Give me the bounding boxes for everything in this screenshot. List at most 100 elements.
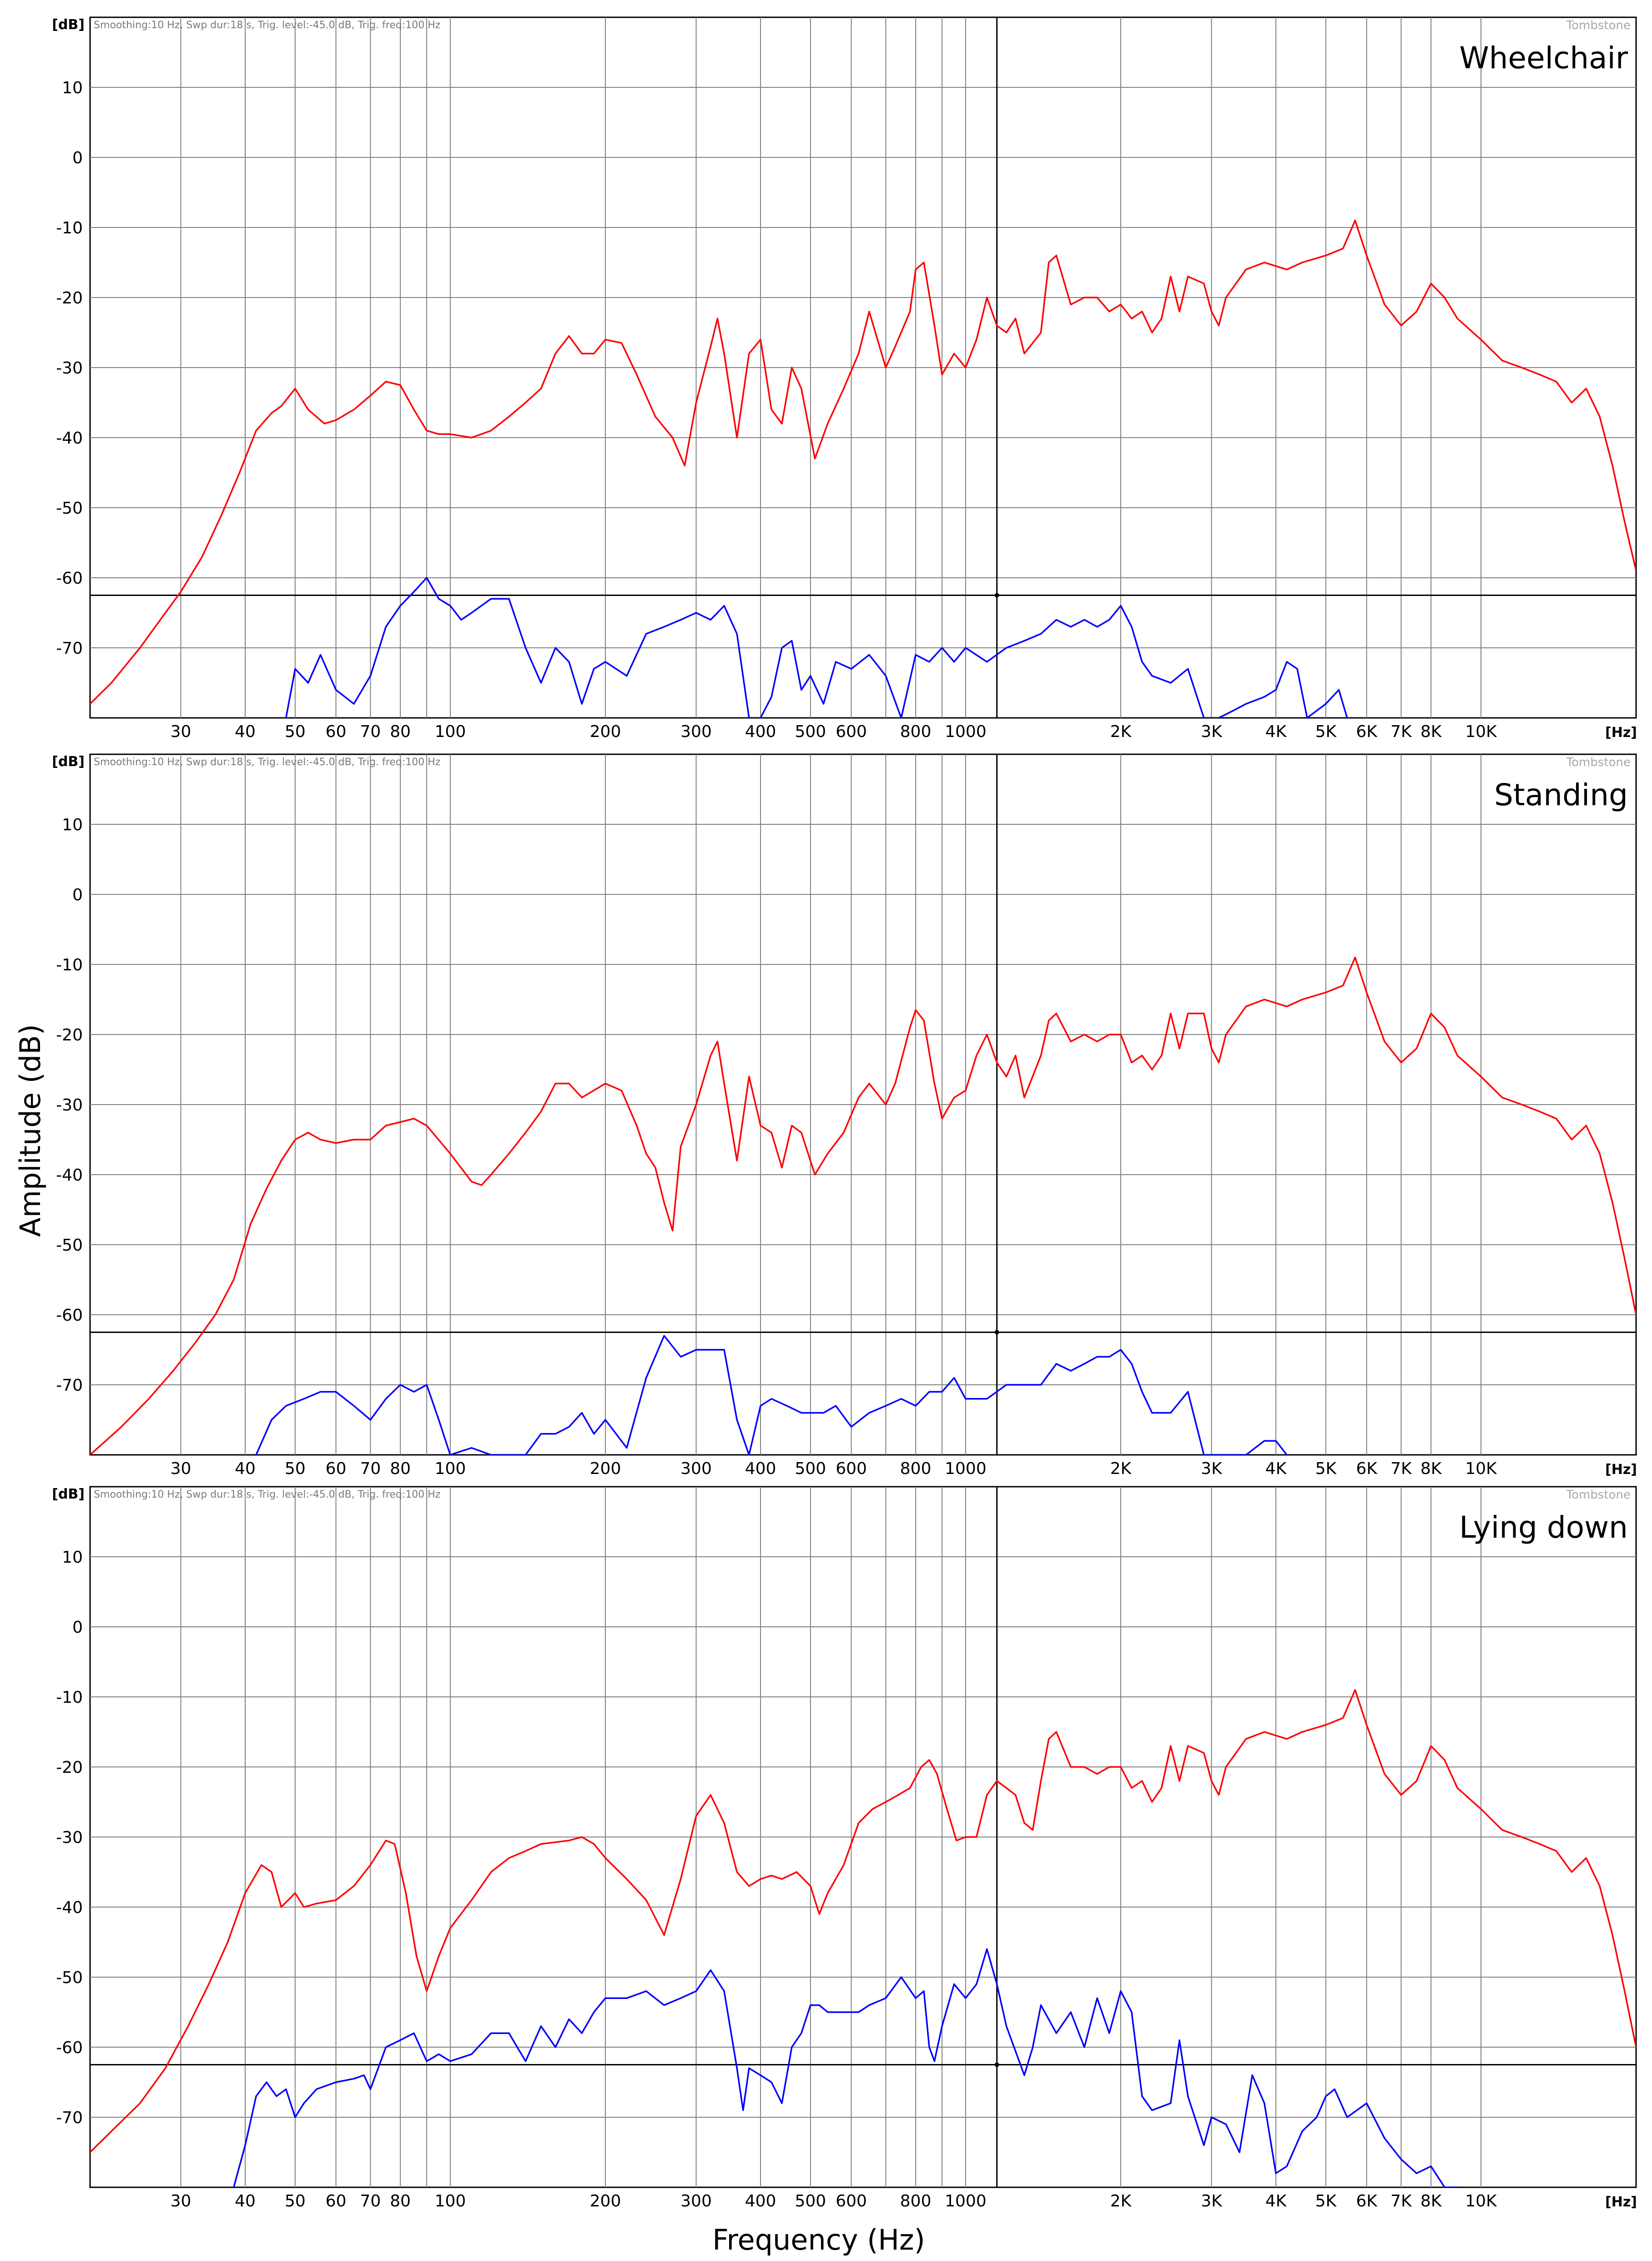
x-tick-label: 6K [1356,1459,1378,1478]
panel-title: Standing [1494,777,1628,813]
series-group [90,1689,1636,2187]
settings-info-text: Smoothing:10 Hz, Swp dur:18 s, Trig. lev… [94,757,440,768]
x-tick-label: 80 [390,1459,411,1478]
y-tick-label: -20 [56,1758,83,1777]
x-tick-label: 8K [1420,722,1442,741]
x-tick-label: 300 [680,722,712,741]
y-tick-label: -10 [56,1688,83,1707]
x-tick-label: 300 [680,1459,712,1478]
y-unit-label: [dB] [52,754,85,770]
y-tick-label: -60 [56,569,83,588]
red-series-line [90,219,1636,705]
y-tick-label: -70 [56,2109,83,2127]
y-unit-label: [dB] [52,17,85,33]
y-unit-label: [dB] [52,1486,85,1502]
x-tick-label: 7K [1390,722,1412,741]
x-tick-label: 100 [435,2192,466,2211]
y-tick-label: -20 [56,289,83,308]
x-tick-label: 30 [171,1459,191,1478]
y-tick-label: -20 [56,1026,83,1045]
x-tick-label: 600 [836,1459,867,1478]
y-tick-label: -60 [56,2039,83,2057]
x-tick-label: 10K [1465,722,1497,741]
y-tick-label: -50 [56,1968,83,1987]
x-tick-label: 7K [1390,1459,1412,1478]
x-tick-label: 100 [435,722,466,741]
x-tick-label: 40 [235,1459,256,1478]
y-tick-label: -30 [56,1828,83,1847]
x-tick-label: 80 [390,2192,411,2211]
x-tick-label: 70 [360,2192,381,2211]
x-tick-label: 60 [326,722,347,741]
cursor-marker [994,1330,999,1335]
x-unit-label: [Hz] [1605,2194,1637,2210]
x-tick-label: 40 [235,2192,256,2211]
cursor-marker [994,593,999,598]
x-tick-label: 8K [1420,1459,1442,1478]
x-tick-label: 1000 [945,2192,987,2211]
x-tick-label: 600 [836,722,867,741]
settings-info-text: Smoothing:10 Hz, Swp dur:18 s, Trig. lev… [94,20,440,31]
x-tick-label: 50 [285,2192,306,2211]
x-tick-label: 7K [1390,2192,1412,2211]
x-tick-label: 6K [1356,2192,1378,2211]
x-tick-label: 800 [900,722,932,741]
y-tick-label: -30 [56,1096,83,1115]
x-tick-label: 60 [326,1459,347,1478]
y-tick-label: -30 [56,359,83,378]
x-tick-label: 40 [235,722,256,741]
x-tick-label: 5K [1315,2192,1337,2211]
red-series-line [90,1689,1636,2153]
x-tick-label: 60 [326,2192,347,2211]
x-tick-label: 5K [1315,722,1337,741]
y-tick-label: 10 [62,1548,83,1567]
x-tick-label: 200 [590,1459,621,1478]
x-tick-label: 30 [171,722,191,741]
x-tick-label: 4K [1265,1459,1287,1478]
x-tick-label: 100 [435,1459,466,1478]
blue-series-line [233,1948,1458,2187]
x-axis-label: Frequency (Hz) [712,2223,925,2256]
x-tick-label: 3K [1201,1459,1223,1478]
y-tick-label: -10 [56,219,83,237]
y-tick-label: -60 [56,1306,83,1325]
x-tick-label: 1000 [945,1459,987,1478]
x-tick-label: 600 [836,2192,867,2211]
x-tick-label: 6K [1356,722,1378,741]
x-tick-label: 3K [1201,2192,1223,2211]
y-tick-label: 0 [72,149,83,167]
y-tick-label: -10 [56,956,83,974]
red-series-line [90,956,1636,1455]
x-tick-label: 200 [590,2192,621,2211]
x-tick-label: 80 [390,722,411,741]
x-tick-label: 800 [900,2192,932,2211]
x-tick-label: 400 [745,1459,776,1478]
brand-watermark: Tombstone [1566,756,1631,769]
x-tick-label: 30 [171,2192,191,2211]
y-axis-label: Amplitude (dB) [14,1024,47,1237]
y-tick-label: 10 [62,816,83,834]
panel-title: Lying down [1459,1510,1628,1545]
x-unit-label: [Hz] [1605,1462,1637,1478]
x-tick-label: 400 [745,2192,776,2211]
series-group [90,956,1636,1455]
y-tick-label: -40 [56,429,83,448]
y-tick-label: -40 [56,1898,83,1917]
x-tick-label: 70 [360,722,381,741]
x-tick-label: 1000 [945,722,987,741]
y-tick-label: -50 [56,499,83,518]
x-tick-label: 8K [1420,2192,1442,2211]
x-tick-label: 2K [1110,722,1132,741]
settings-info-text: Smoothing:10 Hz, Swp dur:18 s, Trig. lev… [94,1489,440,1500]
x-tick-label: 10K [1465,2192,1497,2211]
x-tick-label: 4K [1265,2192,1287,2211]
x-unit-label: [Hz] [1605,725,1637,741]
y-tick-label: -50 [56,1236,83,1255]
x-tick-label: 70 [360,1459,381,1478]
x-tick-label: 400 [745,722,776,741]
